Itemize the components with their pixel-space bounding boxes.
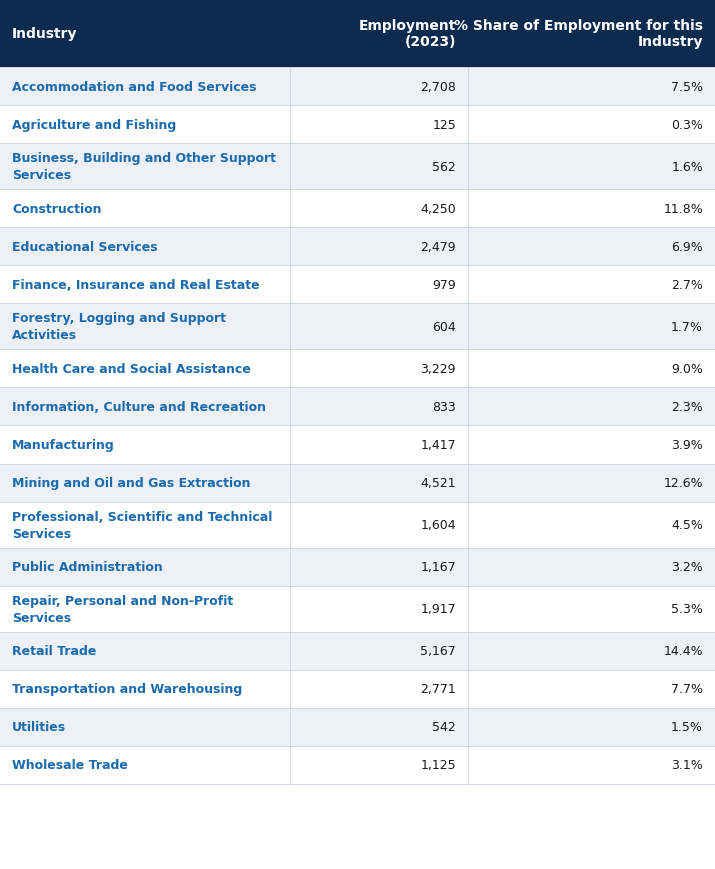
Text: Professional, Scientific and Technical
Services: Professional, Scientific and Technical S… [12,510,272,540]
Text: Employment
(2023): Employment (2023) [359,19,456,49]
Bar [0,304,715,350]
Bar [0,548,715,586]
Text: 2,708: 2,708 [420,81,456,94]
Text: 979: 979 [433,278,456,291]
Text: 1,604: 1,604 [420,519,456,532]
Text: 1,417: 1,417 [420,439,456,452]
Text: Mining and Oil and Gas Extraction: Mining and Oil and Gas Extraction [12,476,250,489]
Bar [0,632,715,670]
Text: 14.4%: 14.4% [664,645,703,658]
Text: 3.2%: 3.2% [671,561,703,574]
Text: 604: 604 [433,321,456,334]
Text: Construction: Construction [12,202,102,216]
Text: % Share of Employment for this
Industry: % Share of Employment for this Industry [454,19,703,49]
Text: Finance, Insurance and Real Estate: Finance, Insurance and Real Estate [12,278,260,291]
Text: 1,167: 1,167 [420,561,456,574]
Bar [0,388,715,426]
Bar [0,670,715,708]
Text: 4.5%: 4.5% [671,519,703,532]
Text: 542: 542 [433,720,456,733]
Bar [0,266,715,304]
Text: Retail Trade: Retail Trade [12,645,97,658]
Text: 12.6%: 12.6% [664,476,703,489]
Bar [0,502,715,548]
Text: 1.5%: 1.5% [671,720,703,733]
Text: Industry: Industry [12,27,77,41]
Bar [0,746,715,784]
Text: 4,521: 4,521 [420,476,456,489]
Text: Public Administration: Public Administration [12,561,163,574]
Text: 4,250: 4,250 [420,202,456,216]
Bar [0,426,715,464]
Text: 562: 562 [433,161,456,174]
Text: 5,167: 5,167 [420,645,456,658]
Text: 1.7%: 1.7% [671,321,703,334]
Text: Wholesale Trade: Wholesale Trade [12,759,128,772]
Bar [0,190,715,228]
Text: 0.3%: 0.3% [671,118,703,131]
Text: 833: 833 [433,401,456,414]
Text: Repair, Personal and Non-Profit
Services: Repair, Personal and Non-Profit Services [12,594,233,624]
Text: Utilities: Utilities [12,720,66,733]
Text: 1,125: 1,125 [420,759,456,772]
Text: 2.3%: 2.3% [671,401,703,414]
Text: 7.7%: 7.7% [671,682,703,695]
Text: 2.7%: 2.7% [671,278,703,291]
Text: 7.5%: 7.5% [671,81,703,94]
Bar [0,350,715,388]
Bar [0,68,715,106]
Text: Agriculture and Fishing: Agriculture and Fishing [12,118,177,131]
Text: Accommodation and Food Services: Accommodation and Food Services [12,81,257,94]
Bar [0,586,715,632]
Text: 2,771: 2,771 [420,682,456,695]
Text: 1.6%: 1.6% [671,161,703,174]
Text: 3.9%: 3.9% [671,439,703,452]
Bar [0,0,715,68]
Text: 1,917: 1,917 [420,602,456,615]
Bar [0,228,715,266]
Text: Transportation and Warehousing: Transportation and Warehousing [12,682,242,695]
Bar [0,144,715,190]
Text: Information, Culture and Recreation: Information, Culture and Recreation [12,401,266,414]
Text: 5.3%: 5.3% [671,602,703,615]
Text: 3.1%: 3.1% [671,759,703,772]
Text: 3,229: 3,229 [420,362,456,375]
Text: 11.8%: 11.8% [664,202,703,216]
Bar [0,464,715,502]
Text: Health Care and Social Assistance: Health Care and Social Assistance [12,362,251,375]
Text: 2,479: 2,479 [420,241,456,254]
Text: Educational Services: Educational Services [12,241,157,254]
Text: Manufacturing: Manufacturing [12,439,114,452]
Text: 125: 125 [433,118,456,131]
Bar [0,106,715,144]
Text: Forestry, Logging and Support
Activities: Forestry, Logging and Support Activities [12,312,226,342]
Text: 6.9%: 6.9% [671,241,703,254]
Bar [0,708,715,746]
Text: 9.0%: 9.0% [671,362,703,375]
Text: Business, Building and Other Support
Services: Business, Building and Other Support Ser… [12,152,276,182]
